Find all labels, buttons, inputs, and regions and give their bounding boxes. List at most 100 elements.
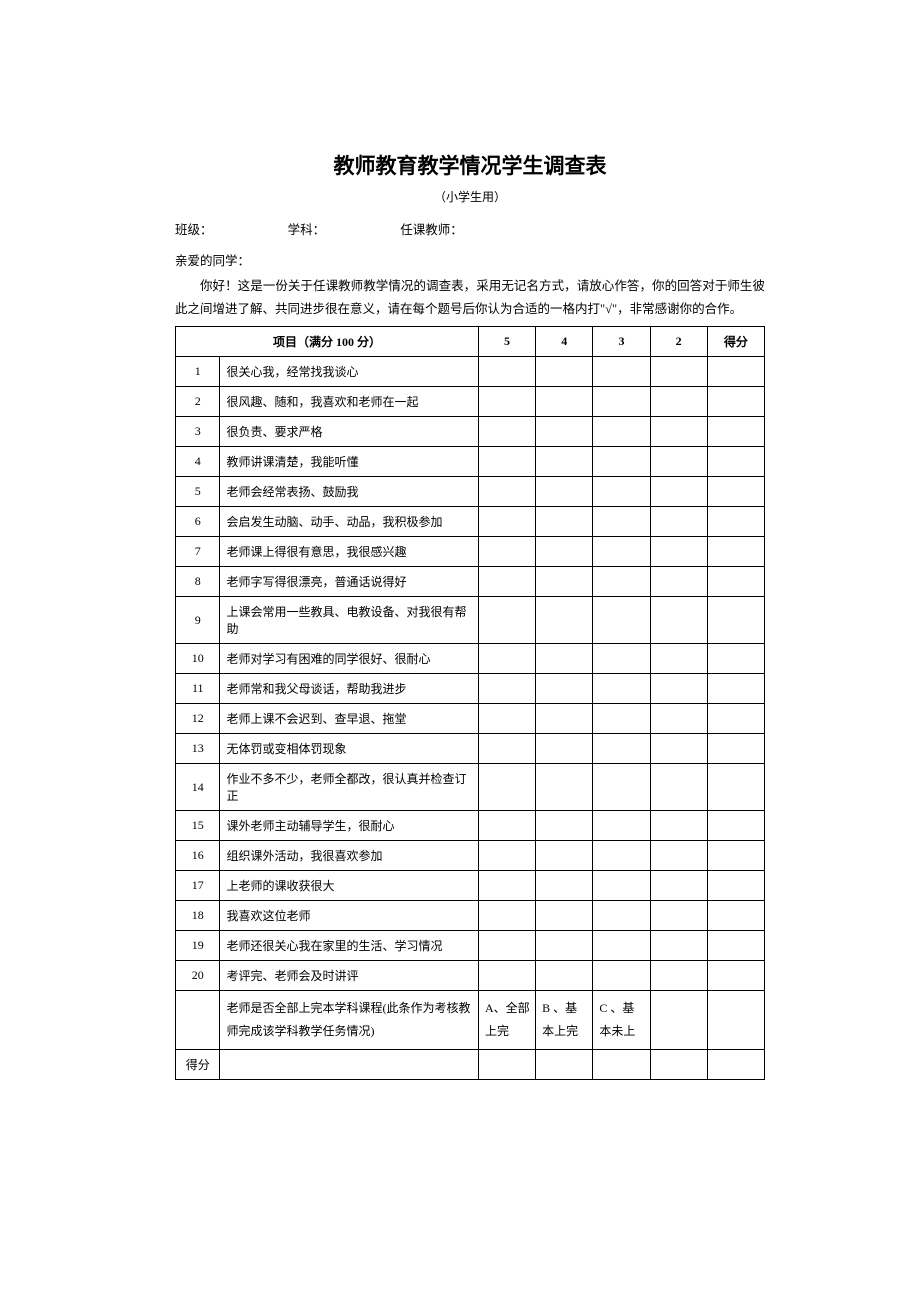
option-a[interactable]: A、全部 上完 [478, 991, 535, 1050]
row-number: 10 [176, 644, 220, 674]
form-meta: 班级： 学科： 任课教师： [175, 219, 765, 238]
score-cell-5[interactable] [478, 764, 535, 811]
score-cell-4[interactable] [536, 961, 593, 991]
row-item: 很风趣、随和，我喜欢和老师在一起 [220, 387, 478, 417]
score-cell-3[interactable] [593, 961, 650, 991]
score-cell-2[interactable] [650, 417, 707, 447]
score-row-label: 得分 [176, 1049, 220, 1079]
score-cell-5[interactable] [478, 811, 535, 841]
score-cell-5[interactable] [478, 477, 535, 507]
score-cell-4[interactable] [536, 931, 593, 961]
option-c[interactable]: C 、基本未上 [593, 991, 650, 1050]
score-cell-2[interactable] [650, 477, 707, 507]
score-cell-2[interactable] [650, 387, 707, 417]
score-cell-5[interactable] [478, 961, 535, 991]
score-cell-4[interactable] [536, 841, 593, 871]
score-cell-4[interactable] [536, 357, 593, 387]
score-cell-2[interactable] [650, 447, 707, 477]
score-cell-2[interactable] [650, 764, 707, 811]
score-cell-5[interactable] [478, 537, 535, 567]
score-cell-3[interactable] [593, 537, 650, 567]
score-cell-2[interactable] [650, 597, 707, 644]
row-item: 课外老师主动辅导学生，很耐心 [220, 811, 478, 841]
score-cell-2[interactable] [650, 704, 707, 734]
score-cell-4[interactable] [536, 387, 593, 417]
greeting: 亲爱的同学： [175, 250, 765, 269]
score-cell [593, 1049, 650, 1079]
row-item: 老师对学习有困难的同学很好、很耐心 [220, 644, 478, 674]
score-cell-total [707, 567, 764, 597]
score-cell-5[interactable] [478, 567, 535, 597]
score-cell-5[interactable] [478, 841, 535, 871]
score-cell-4[interactable] [536, 871, 593, 901]
score-cell-4[interactable] [536, 674, 593, 704]
score-cell-2[interactable] [650, 841, 707, 871]
score-cell-5[interactable] [478, 417, 535, 447]
score-cell-4[interactable] [536, 507, 593, 537]
score-cell-4[interactable] [536, 734, 593, 764]
score-cell-2[interactable] [650, 811, 707, 841]
score-cell-5[interactable] [478, 931, 535, 961]
score-cell-2[interactable] [650, 537, 707, 567]
score-cell-5[interactable] [478, 387, 535, 417]
score-cell-5[interactable] [478, 644, 535, 674]
score-cell-2[interactable] [650, 567, 707, 597]
score-cell-3[interactable] [593, 901, 650, 931]
option-b[interactable]: B 、基本上完 [536, 991, 593, 1050]
score-cell-3[interactable] [593, 644, 650, 674]
score-cell-3[interactable] [593, 597, 650, 644]
score-cell-4[interactable] [536, 644, 593, 674]
score-row: 得分 [176, 1049, 765, 1079]
score-cell-5[interactable] [478, 704, 535, 734]
score-cell-4[interactable] [536, 901, 593, 931]
score-cell-3[interactable] [593, 507, 650, 537]
score-cell-5[interactable] [478, 357, 535, 387]
score-cell-3[interactable] [593, 447, 650, 477]
score-cell-2[interactable] [650, 507, 707, 537]
score-cell-4[interactable] [536, 537, 593, 567]
score-cell-3[interactable] [593, 674, 650, 704]
score-cell-3[interactable] [593, 841, 650, 871]
score-cell-4[interactable] [536, 417, 593, 447]
score-cell-5[interactable] [478, 674, 535, 704]
score-cell-3[interactable] [593, 764, 650, 811]
score-cell-4[interactable] [536, 567, 593, 597]
table-row: 7老师课上得很有意思，我很感兴趣 [176, 537, 765, 567]
score-cell-2[interactable] [650, 871, 707, 901]
score-cell-2[interactable] [650, 901, 707, 931]
score-cell-5[interactable] [478, 734, 535, 764]
score-cell-3[interactable] [593, 357, 650, 387]
score-cell-5[interactable] [478, 507, 535, 537]
score-cell-3[interactable] [593, 811, 650, 841]
score-cell-2[interactable] [650, 644, 707, 674]
score-cell-4[interactable] [536, 477, 593, 507]
table-row: 13无体罚或变相体罚现象 [176, 734, 765, 764]
score-cell-4[interactable] [536, 764, 593, 811]
score-cell-3[interactable] [593, 567, 650, 597]
row-number: 4 [176, 447, 220, 477]
row-number: 1 [176, 357, 220, 387]
score-cell-4[interactable] [536, 447, 593, 477]
score-cell-4[interactable] [536, 597, 593, 644]
score-cell-3[interactable] [593, 931, 650, 961]
score-cell-3[interactable] [593, 417, 650, 447]
score-cell-3[interactable] [593, 387, 650, 417]
score-cell-2[interactable] [650, 357, 707, 387]
score-cell-total [707, 871, 764, 901]
score-cell-3[interactable] [593, 734, 650, 764]
score-cell-2[interactable] [650, 961, 707, 991]
score-cell-3[interactable] [593, 704, 650, 734]
score-cell-4[interactable] [536, 811, 593, 841]
score-cell-3[interactable] [593, 477, 650, 507]
score-cell-5[interactable] [478, 871, 535, 901]
score-cell-5[interactable] [478, 597, 535, 644]
score-cell-2[interactable] [650, 734, 707, 764]
score-cell-2[interactable] [650, 931, 707, 961]
score-cell-5[interactable] [478, 901, 535, 931]
score-cell-total [707, 644, 764, 674]
table-row: 2很风趣、随和，我喜欢和老师在一起 [176, 387, 765, 417]
score-cell-4[interactable] [536, 704, 593, 734]
score-cell-2[interactable] [650, 674, 707, 704]
score-cell-5[interactable] [478, 447, 535, 477]
score-cell-3[interactable] [593, 871, 650, 901]
